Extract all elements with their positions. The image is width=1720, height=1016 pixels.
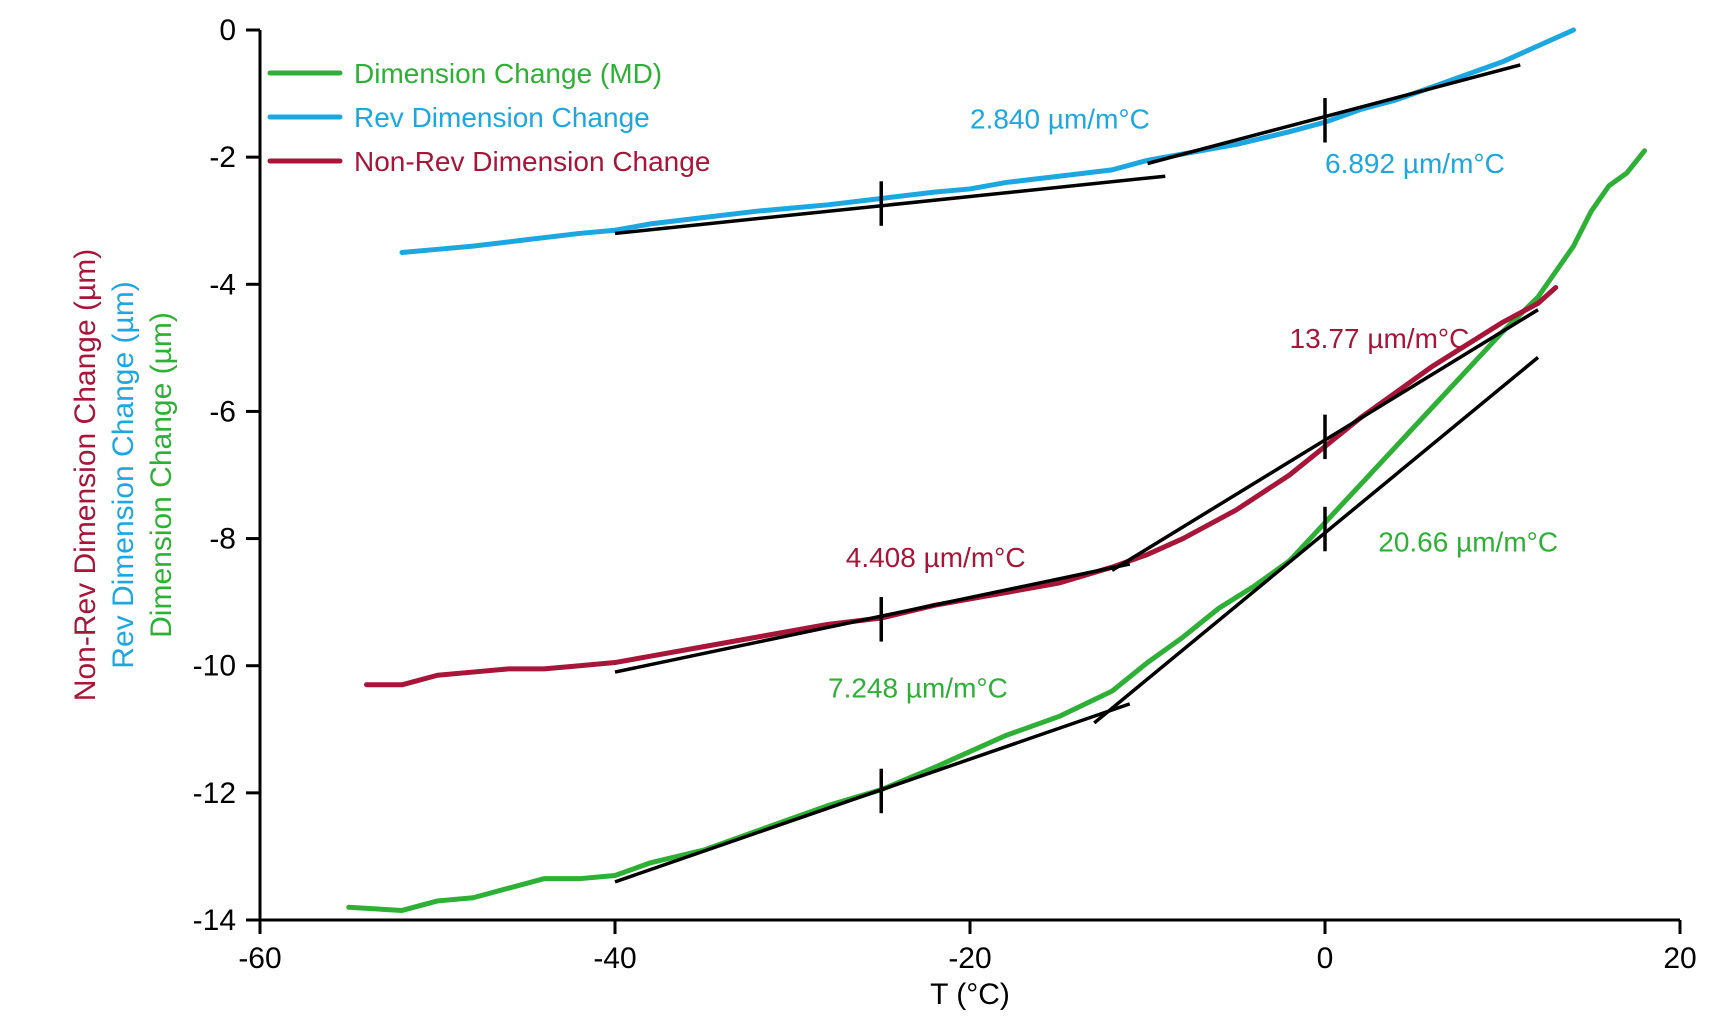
slope-annotation-4: 20.66 µm/m°C: [1378, 526, 1558, 557]
y-tick-label: -8: [209, 523, 236, 556]
x-tick-label: 20: [1663, 942, 1696, 975]
y-tick-label: -14: [193, 904, 236, 937]
y-tick-label: -12: [193, 777, 236, 810]
slope-annotation-3: 4.408 µm/m°C: [846, 542, 1026, 573]
y-axis-label: Dimension Change (µm): [145, 312, 178, 638]
slope-annotation-5: 7.248 µm/m°C: [828, 673, 1008, 704]
y-tick-label: -4: [209, 268, 236, 301]
slope-annotation-0: 2.840 µm/m°C: [970, 104, 1150, 135]
x-tick-label: 0: [1317, 942, 1334, 975]
y-axis-label: Non-Rev Dimension Change (µm): [69, 249, 102, 701]
x-tick-label: -20: [948, 942, 991, 975]
slope-annotation-2: 13.77 µm/m°C: [1290, 323, 1470, 354]
x-axis-label: T (°C): [930, 978, 1010, 1011]
chart-container: -60-40-20020T (°C)-14-12-10-8-6-4-20Dime…: [0, 0, 1720, 1016]
y-tick-label: -2: [209, 141, 236, 174]
slope-annotation-1: 6.892 µm/m°C: [1325, 148, 1505, 179]
legend-label-2: Non-Rev Dimension Change: [354, 146, 710, 177]
x-tick-label: -60: [238, 942, 281, 975]
y-tick-label: -10: [193, 650, 236, 683]
legend-label-0: Dimension Change (MD): [354, 58, 662, 89]
y-tick-label: 0: [219, 14, 236, 47]
dimension-change-chart: -60-40-20020T (°C)-14-12-10-8-6-4-20Dime…: [0, 0, 1720, 1016]
y-axis-label: Rev Dimension Change (µm): [107, 281, 140, 668]
legend-label-1: Rev Dimension Change: [354, 102, 650, 133]
x-tick-label: -40: [593, 942, 636, 975]
y-tick-label: -6: [209, 395, 236, 428]
